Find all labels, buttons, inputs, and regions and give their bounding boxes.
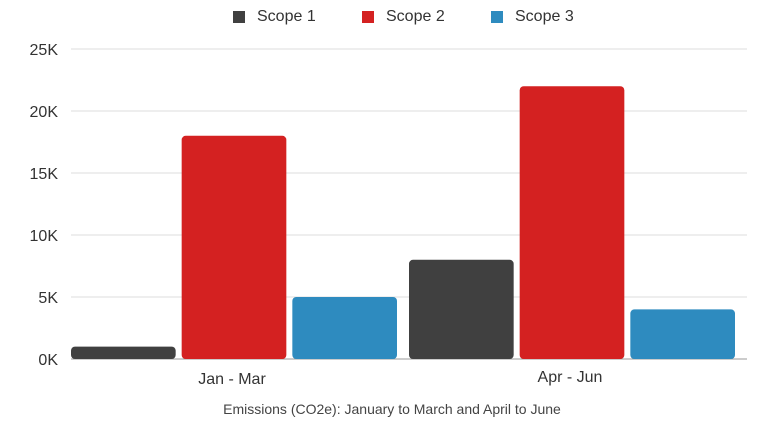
axes: 0K 5K 10K 15K 20K 25K Jan - Mar Apr - Jun — [30, 42, 603, 388]
y-tick-label: 25K — [30, 42, 59, 59]
x-tick-label: Jan - Mar — [198, 371, 266, 388]
bar-scope-3-0[interactable] — [292, 297, 397, 359]
legend-swatch-scope-3 — [491, 11, 503, 23]
y-tick-label: 15K — [30, 166, 59, 183]
x-tick-label: Apr - Jun — [538, 369, 603, 386]
x-axis-title: Emissions (CO2e): January to March and A… — [223, 401, 561, 417]
bar-scope-2-0[interactable] — [181, 135, 287, 359]
bar-scope-2-1[interactable] — [519, 86, 625, 359]
bar-scope-1-0[interactable] — [71, 346, 176, 359]
bars — [71, 86, 735, 359]
legend-swatch-scope-1 — [233, 11, 245, 23]
legend-label-scope-2: Scope 2 — [386, 8, 445, 25]
y-tick-label: 10K — [30, 228, 59, 245]
bar-scope-1-1[interactable] — [409, 259, 514, 359]
y-tick-label: 20K — [30, 104, 59, 121]
legend-swatch-scope-2 — [362, 11, 374, 23]
legend-item-scope-2[interactable]: Scope 2 — [362, 8, 445, 26]
legend-item-scope-1[interactable]: Scope 1 — [233, 8, 316, 26]
y-tick-label: 0K — [38, 352, 58, 369]
legend-label-scope-1: Scope 1 — [257, 8, 316, 25]
legend: Scope 1 Scope 2 Scope 3 — [0, 8, 784, 32]
y-tick-label: 5K — [38, 290, 58, 307]
legend-item-scope-3[interactable]: Scope 3 — [491, 8, 574, 26]
bar-scope-3-1[interactable] — [630, 309, 735, 359]
legend-label-scope-3: Scope 3 — [515, 8, 574, 25]
